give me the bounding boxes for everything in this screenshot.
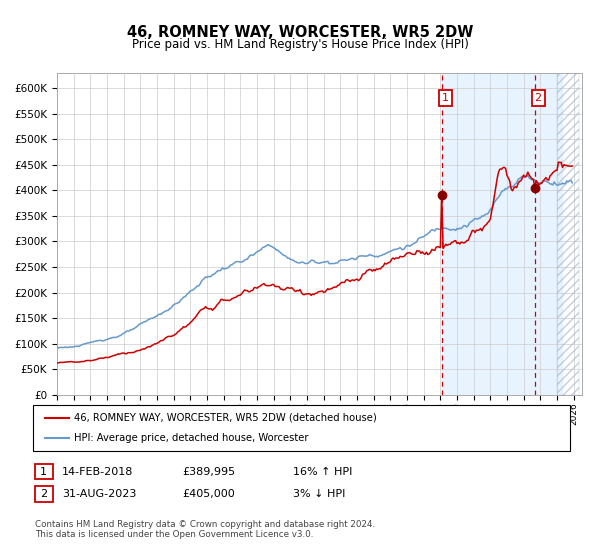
Text: 46, ROMNEY WAY, WORCESTER, WR5 2DW: 46, ROMNEY WAY, WORCESTER, WR5 2DW — [127, 25, 473, 40]
Bar — [557, 73, 578, 395]
Text: 1: 1 — [442, 94, 449, 103]
Text: £405,000: £405,000 — [182, 489, 235, 499]
Bar — [442, 73, 562, 395]
Text: 1: 1 — [40, 466, 47, 477]
Text: 2: 2 — [40, 489, 47, 499]
Text: Price paid vs. HM Land Registry's House Price Index (HPI): Price paid vs. HM Land Registry's House … — [131, 38, 469, 51]
Text: 31-AUG-2023: 31-AUG-2023 — [62, 489, 136, 499]
Text: 14-FEB-2018: 14-FEB-2018 — [62, 466, 133, 477]
Text: £389,995: £389,995 — [182, 466, 235, 477]
Text: HPI: Average price, detached house, Worcester: HPI: Average price, detached house, Worc… — [74, 433, 308, 443]
Text: 16% ↑ HPI: 16% ↑ HPI — [293, 466, 352, 477]
Text: 46, ROMNEY WAY, WORCESTER, WR5 2DW (detached house): 46, ROMNEY WAY, WORCESTER, WR5 2DW (deta… — [74, 413, 377, 423]
Text: Contains HM Land Registry data © Crown copyright and database right 2024.
This d: Contains HM Land Registry data © Crown c… — [35, 520, 375, 539]
Text: 2: 2 — [535, 94, 542, 103]
Text: 3% ↓ HPI: 3% ↓ HPI — [293, 489, 345, 499]
